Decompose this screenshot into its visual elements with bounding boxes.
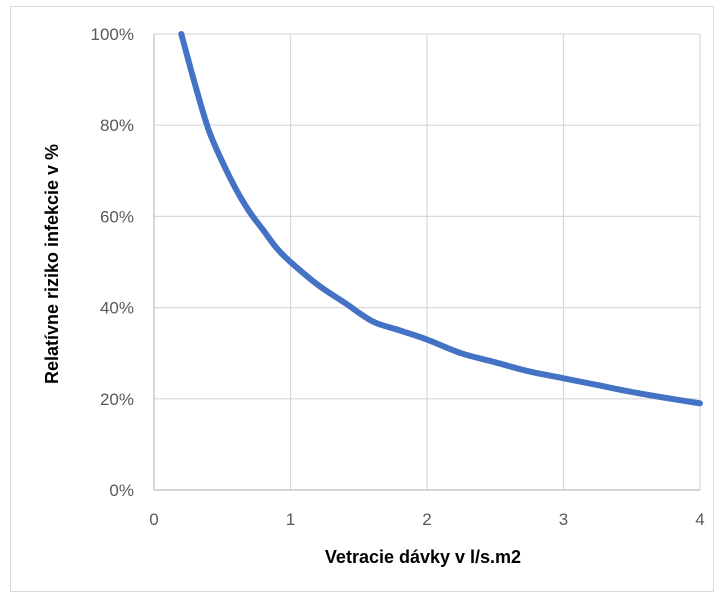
chart-frame — [10, 6, 714, 592]
x-tick-label: 4 — [695, 510, 704, 529]
x-tick-label: 2 — [422, 510, 431, 529]
y-tick-label: 20% — [100, 390, 134, 409]
y-tick-label: 40% — [100, 299, 134, 318]
axes — [153, 34, 700, 491]
series-layer — [178, 31, 703, 407]
x-tick-label: 1 — [286, 510, 295, 529]
y-tick-label: 60% — [100, 207, 134, 226]
x-tick-label: 0 — [149, 510, 158, 529]
y-tick-label: 100% — [91, 25, 134, 44]
x-tick-label: 3 — [559, 510, 568, 529]
x-axis-title: Vetracie dávky v l/s.m2 — [325, 547, 521, 567]
y-tick-label: 80% — [100, 116, 134, 135]
grid-lines — [154, 33, 701, 490]
series-line — [178, 31, 703, 407]
tick-labels: 0% 20% 40% 60% 80% 100% 0 1 2 3 4 — [91, 25, 705, 529]
y-axis-title: Relatívne riziko infekcie v % — [42, 144, 62, 384]
y-tick-label: 0% — [109, 481, 134, 500]
